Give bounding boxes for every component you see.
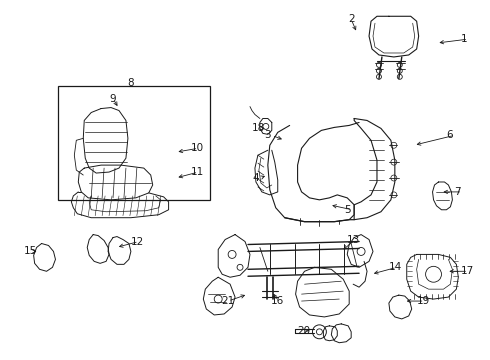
Text: 7: 7 (454, 187, 461, 197)
Text: 1: 1 (460, 34, 467, 44)
Text: 11: 11 (191, 167, 204, 177)
Text: 8: 8 (127, 78, 134, 88)
Text: 3: 3 (264, 130, 270, 140)
Text: 2: 2 (348, 14, 354, 24)
Text: 17: 17 (460, 266, 473, 276)
Text: 9: 9 (110, 94, 116, 104)
Text: 14: 14 (389, 262, 402, 272)
Text: 12: 12 (131, 237, 144, 247)
Text: 18: 18 (252, 123, 265, 134)
Bar (58, 86, 210, 200)
Text: 5: 5 (344, 205, 351, 215)
Text: 6: 6 (446, 130, 453, 140)
Text: 10: 10 (191, 143, 203, 153)
Text: 15: 15 (24, 247, 37, 256)
Text: 20: 20 (297, 326, 311, 336)
Text: 21: 21 (221, 296, 235, 306)
Text: 13: 13 (347, 234, 361, 244)
Text: 19: 19 (416, 296, 430, 306)
Text: 16: 16 (271, 296, 284, 306)
Text: 4: 4 (252, 173, 259, 183)
